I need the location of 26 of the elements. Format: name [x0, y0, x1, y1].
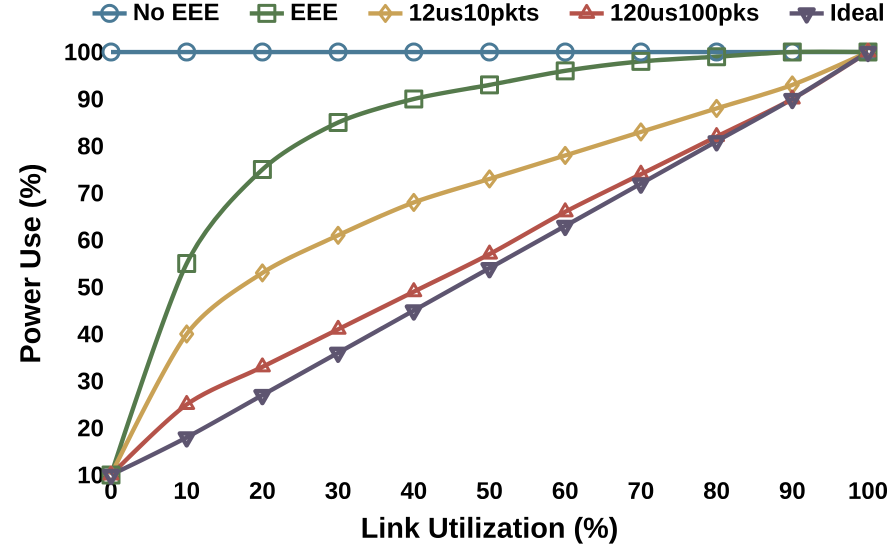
x-tick-label: 80	[704, 482, 729, 500]
legend-label: EEE	[292, 4, 338, 20]
y-tick-label: 20	[78, 420, 103, 436]
x-tick-label: 30	[325, 482, 350, 500]
legend-label: 120us100pks	[611, 3, 758, 26]
y-tick-label: 40	[78, 326, 103, 342]
y-tick-label: 100	[65, 44, 103, 61]
x-tick-label: 50	[476, 482, 502, 500]
y-tick-label: 80	[78, 138, 103, 154]
x-tick-label: 40	[400, 482, 426, 500]
x-tick-label: 60	[552, 482, 578, 500]
y-tick-label: 70	[78, 184, 103, 202]
y-tick-label: 90	[78, 90, 103, 108]
x-axis-title: Link Utilization (%)	[362, 516, 617, 544]
x-tick-label: 70	[628, 482, 654, 500]
legend-label: Ideal	[832, 3, 883, 21]
legend-label: 12us10pkts	[410, 3, 538, 26]
x-tick-label: 100	[849, 482, 888, 500]
x-tick-label: 90	[780, 482, 805, 500]
y-axis-title: Power Use (%)	[19, 164, 46, 362]
x-tick-label: 20	[250, 482, 275, 500]
y-tick-label: 60	[78, 232, 103, 248]
y-tick-label: 30	[78, 372, 103, 390]
x-tick-label: 10	[174, 482, 200, 500]
y-tick-label: 50	[78, 278, 103, 296]
legend-label: No EEE	[134, 4, 219, 20]
